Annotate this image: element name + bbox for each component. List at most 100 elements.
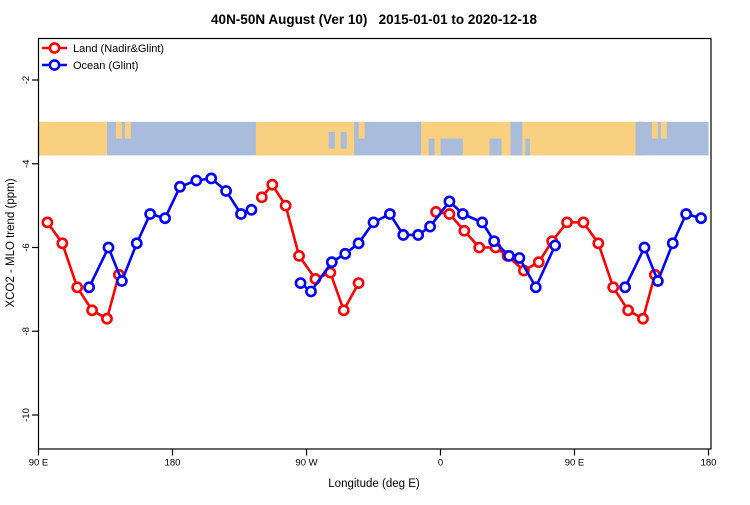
map-strip-island-patch	[358, 121, 365, 139]
data-point	[383, 208, 396, 220]
series-ocean	[83, 172, 707, 298]
data-point	[695, 212, 707, 225]
data-point	[102, 241, 115, 254]
data-point	[503, 249, 515, 262]
data-point	[607, 281, 620, 294]
map-strip-island-patch	[115, 121, 122, 139]
map-strip-sea-patch	[340, 131, 347, 149]
data-point	[130, 237, 143, 250]
data-point	[473, 241, 486, 254]
data-point	[352, 277, 365, 289]
series-land	[41, 178, 661, 325]
page-title: 40N-50N August (Ver 10) 2015-01-01 to 20…	[211, 12, 537, 27]
map-strip-island-patch	[124, 121, 131, 139]
data-point	[577, 216, 590, 229]
data-point	[266, 178, 279, 191]
data-point	[86, 304, 98, 317]
map-strip-land	[255, 121, 355, 156]
y-tick-label: -4	[21, 160, 32, 168]
data-point	[245, 203, 258, 216]
x-tick-label: 180	[165, 458, 181, 469]
data-point	[255, 191, 268, 204]
data-point	[476, 216, 489, 229]
data-point	[622, 304, 634, 317]
data-point	[513, 252, 526, 264]
data-point	[279, 199, 292, 212]
map-strip-sea-patch	[635, 121, 643, 156]
x-tick-label: 0	[438, 458, 443, 469]
data-point	[397, 229, 410, 241]
data-point	[205, 172, 218, 185]
data-point	[424, 220, 436, 233]
legend-label-ocean: Ocean (Glint)	[73, 60, 138, 72]
data-point	[549, 239, 562, 252]
data-point	[412, 229, 425, 241]
data-point	[294, 277, 307, 289]
y-tick-label: -6	[21, 243, 32, 251]
data-point	[637, 312, 649, 325]
data-point	[488, 235, 500, 248]
map-strip-sea-patch	[510, 121, 523, 156]
x-tick-label: 180	[701, 458, 717, 469]
map-strip-sea-patch	[489, 138, 502, 156]
data-point	[529, 281, 542, 294]
data-point	[325, 256, 338, 269]
data-point	[443, 195, 456, 208]
data-point	[115, 275, 128, 287]
map-strip-land	[38, 121, 107, 156]
y-axis-label: XCO2 - MLO trend (ppm)	[5, 178, 17, 307]
legend: Land (Nadir&Glint) Ocean (Glint)	[42, 42, 164, 72]
data-point	[339, 247, 352, 260]
data-point	[561, 216, 573, 229]
series-line	[435, 210, 657, 320]
data-point	[56, 237, 69, 250]
plot-area-border	[37, 37, 712, 450]
legend-marker-land	[48, 42, 61, 54]
data-point	[235, 208, 247, 220]
x-axis-label: Longitude (deg E)	[328, 478, 420, 490]
legend-marker-ocean	[48, 59, 61, 71]
legend-item-land: Land (Nadir&Glint)	[42, 42, 164, 55]
data-point	[638, 241, 651, 254]
data-point	[305, 285, 317, 298]
x-tick-label: 90 E	[29, 458, 49, 469]
data-point	[220, 185, 232, 197]
map-strip-sea-patch	[328, 131, 335, 149]
data-point	[71, 281, 84, 294]
data-point	[532, 256, 545, 269]
data-point	[592, 237, 605, 250]
data-point	[144, 208, 157, 220]
series-line	[46, 221, 121, 320]
map-strip-island-patch	[651, 121, 658, 139]
data-point	[680, 208, 693, 220]
data-point	[293, 249, 305, 262]
map-strip-sea-patch	[428, 138, 435, 156]
series-line	[299, 200, 557, 293]
y-tick-label: -8	[21, 327, 32, 335]
data-point	[458, 224, 471, 237]
y-tick-label: -10	[21, 408, 32, 422]
data-point	[83, 281, 96, 294]
data-series	[41, 172, 707, 325]
axis-ticks: 90 E 180 90 W 0 90 E 180 -2 -4 -6 -8 -10	[21, 76, 716, 469]
map-strip	[38, 121, 709, 156]
data-point	[367, 216, 380, 229]
data-point	[352, 237, 365, 250]
data-point	[456, 208, 469, 220]
data-point	[101, 312, 113, 325]
map-strip-island-patch	[660, 121, 667, 139]
data-point	[651, 275, 664, 287]
data-point	[41, 216, 54, 229]
series-line	[623, 212, 702, 288]
data-point	[159, 212, 171, 225]
y-tick-label: -2	[21, 76, 32, 84]
data-point	[337, 304, 350, 317]
legend-item-ocean: Ocean (Glint)	[42, 59, 138, 72]
data-point	[443, 208, 456, 220]
data-point	[619, 281, 632, 294]
data-point	[190, 174, 203, 187]
map-strip-sea-patch	[440, 138, 463, 156]
data-point	[174, 180, 186, 193]
